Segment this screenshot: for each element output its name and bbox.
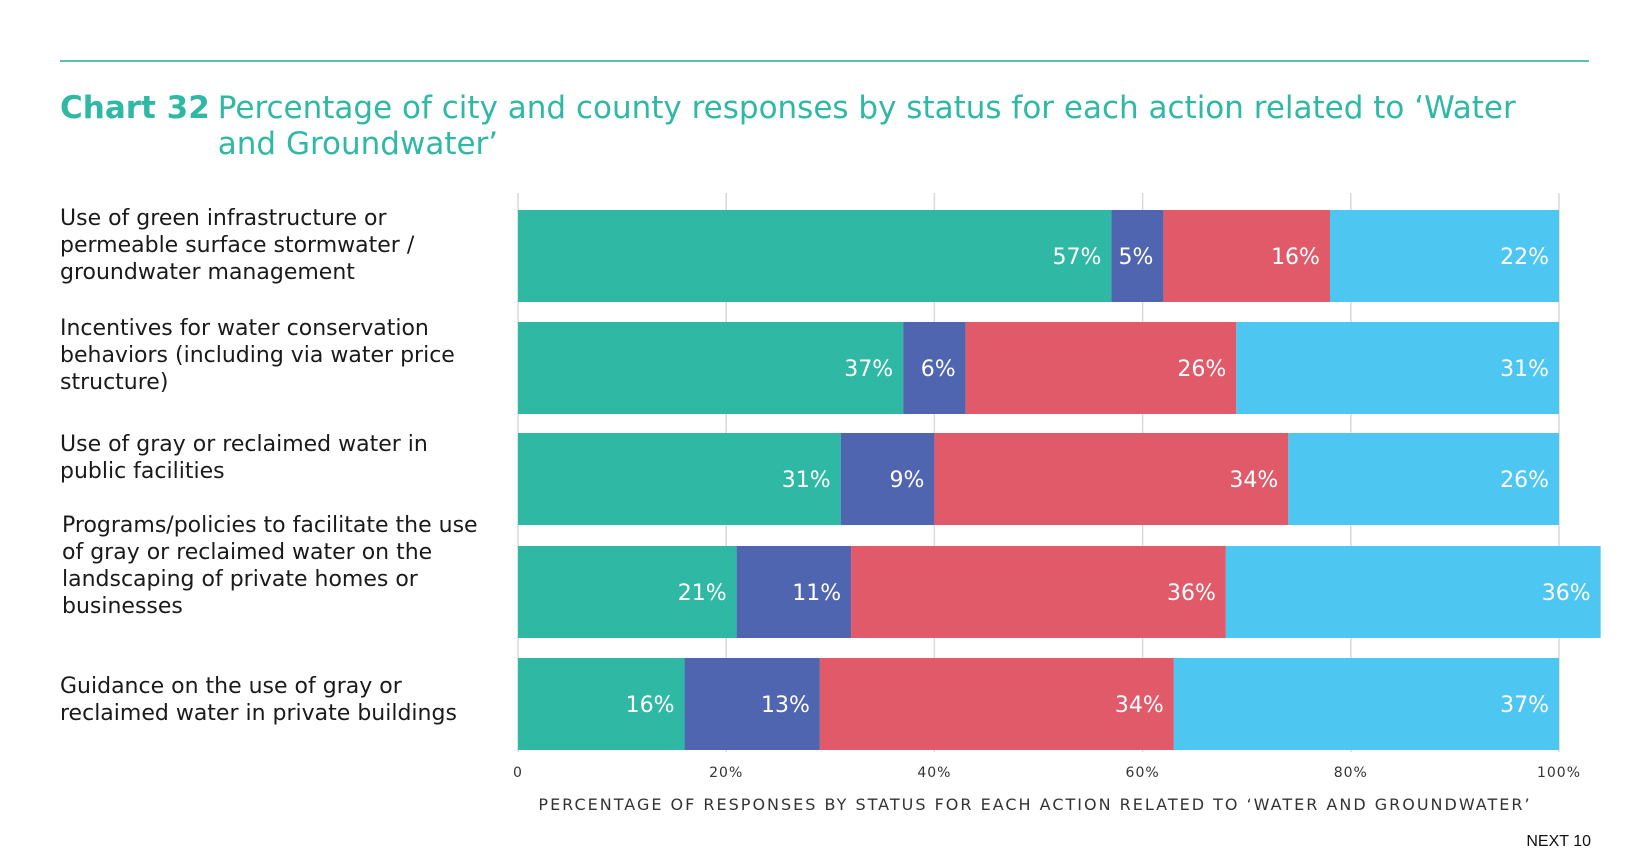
- data-label-4-3: 37%: [1500, 693, 1549, 718]
- data-label-3-0: 21%: [678, 581, 727, 606]
- bar-segment-0-0: [518, 210, 1112, 302]
- data-label-3-3: 36%: [1542, 581, 1591, 606]
- data-label-0-2: 16%: [1271, 245, 1320, 270]
- category-label-4: Guidance on the use of gray or reclaimed…: [60, 674, 457, 726]
- data-label-2-2: 34%: [1229, 468, 1278, 493]
- bar-segment-1-0: [518, 322, 904, 414]
- data-label-1-3: 31%: [1500, 357, 1549, 382]
- bar-segment-2-2: [934, 433, 1289, 525]
- bar-segment-4-3: [1173, 658, 1559, 750]
- x-axis-title: PERCENTAGE OF RESPONSES BY STATUS FOR EA…: [538, 795, 1532, 814]
- data-label-1-1: 6%: [921, 357, 956, 382]
- footer-brand: NEXT 10: [1526, 833, 1591, 850]
- bar-segment-1-1: [903, 322, 966, 414]
- x-tick-label-2: 40%: [917, 765, 951, 781]
- data-label-1-2: 26%: [1177, 357, 1226, 382]
- bar-segment-4-0: [518, 658, 685, 750]
- category-label-2: Use of gray or reclaimed water in public…: [60, 432, 428, 484]
- bar-segment-1-2: [965, 322, 1237, 414]
- data-label-0-3: 22%: [1500, 245, 1549, 270]
- category-label-0: Use of green infrastructure or permeable…: [60, 205, 415, 285]
- chart-number: Chart 32: [60, 90, 210, 126]
- top-rule: [60, 60, 1589, 62]
- bar-segment-2-3: [1288, 433, 1559, 525]
- bar-segment-0-2: [1163, 210, 1330, 302]
- category-label-1: Incentives for water conservation behavi…: [60, 315, 455, 395]
- data-label-2-1: 9%: [889, 468, 924, 493]
- data-label-4-0: 16%: [626, 693, 675, 718]
- data-label-2-0: 31%: [782, 468, 831, 493]
- x-tick-label-5: 100%: [1537, 765, 1581, 781]
- bar-segment-1-3: [1236, 322, 1559, 414]
- data-label-4-1: 13%: [761, 693, 810, 718]
- bar-segment-2-0: [518, 433, 841, 525]
- data-label-4-2: 34%: [1115, 693, 1164, 718]
- x-tick-label-1: 20%: [709, 765, 743, 781]
- bar-segment-3-2: [851, 546, 1226, 638]
- bar-segment-0-3: [1329, 210, 1559, 302]
- data-label-0-1: 5%: [1119, 245, 1154, 270]
- data-label-1-0: 37%: [844, 357, 893, 382]
- category-label-3: Programs/policies to facilitate the use …: [62, 513, 478, 619]
- bar-segment-3-3: [1225, 546, 1601, 638]
- data-label-3-2: 36%: [1167, 581, 1216, 606]
- bar-segment-3-0: [518, 546, 737, 638]
- bar-segment-4-1: [684, 658, 820, 750]
- x-tick-label-0: 0: [513, 765, 523, 781]
- data-label-3-1: 11%: [792, 581, 841, 606]
- x-tick-label-3: 60%: [1126, 765, 1160, 781]
- x-tick-label-4: 80%: [1334, 765, 1368, 781]
- bar-segment-0-1: [1111, 210, 1164, 302]
- data-label-2-3: 26%: [1500, 468, 1549, 493]
- chart-title: Percentage of city and county responses …: [217, 90, 1516, 162]
- bar-segment-3-1: [736, 546, 852, 638]
- chart-header: Chart 32 Percentage of city and county r…: [60, 90, 1620, 162]
- bar-segment-4-2: [819, 658, 1174, 750]
- data-label-0-0: 57%: [1052, 245, 1101, 270]
- bar-segment-2-1: [840, 433, 935, 525]
